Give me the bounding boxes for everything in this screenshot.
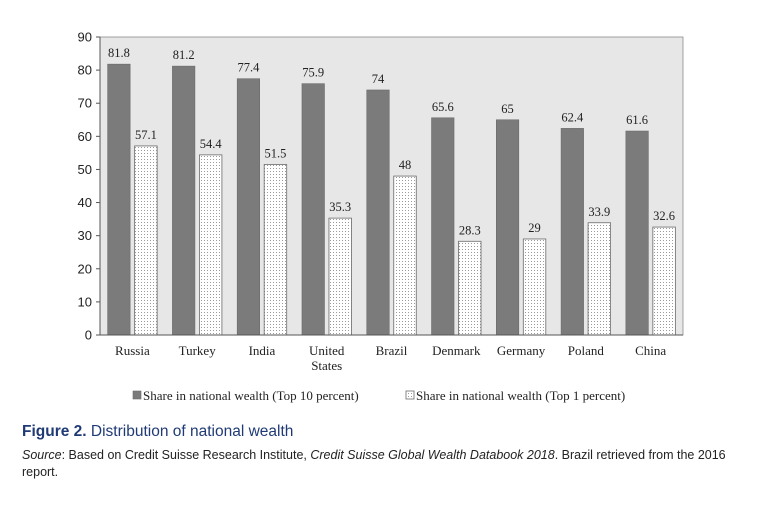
value-label-top1: 32.6 bbox=[653, 209, 675, 223]
bar-top10 bbox=[301, 83, 325, 336]
source-label: Source bbox=[22, 448, 62, 462]
bar-top10 bbox=[172, 65, 196, 336]
x-tick-label: Poland bbox=[568, 343, 605, 358]
x-tick-label: Turkey bbox=[179, 343, 217, 358]
y-tick-label: 0 bbox=[85, 328, 92, 343]
legend-swatch-top10 bbox=[132, 390, 142, 400]
bar-top10 bbox=[107, 63, 131, 336]
legend: Share in national wealth (Top 10 percent… bbox=[132, 388, 625, 403]
value-label-top1: 28.3 bbox=[459, 223, 481, 237]
value-label-top1: 54.4 bbox=[200, 137, 223, 151]
value-label-top10: 81.8 bbox=[108, 46, 130, 60]
value-label-top1: 51.5 bbox=[265, 146, 287, 160]
figure-title: Figure 2. Distribution of national wealt… bbox=[22, 423, 752, 441]
y-tick-label: 70 bbox=[78, 96, 92, 111]
legend-label-top1: Share in national wealth (Top 1 percent) bbox=[416, 388, 625, 403]
value-label-top10: 81.2 bbox=[173, 48, 195, 62]
bar-top1 bbox=[328, 217, 352, 336]
y-tick-label: 30 bbox=[78, 228, 92, 243]
y-tick-label: 50 bbox=[78, 162, 92, 177]
figure-source: Source: Based on Credit Suisse Research … bbox=[22, 447, 752, 481]
figure-caption: Figure 2. Distribution of national wealt… bbox=[22, 423, 752, 481]
value-label-top1: 35.3 bbox=[329, 200, 351, 214]
bar-top1 bbox=[199, 154, 223, 336]
bar-chart: 0 10 20 30 40 50 60 70 80 90 81.8 57.1 81.2 54.4 77.4… bbox=[78, 30, 684, 403]
y-axis: 0 10 20 30 40 50 60 70 80 90 bbox=[78, 30, 101, 343]
x-tick-label: India bbox=[249, 343, 276, 358]
bar-top10 bbox=[625, 130, 649, 336]
bar-top10 bbox=[236, 78, 260, 336]
value-label-top10: 74 bbox=[372, 72, 385, 86]
x-tick-label: Denmark bbox=[432, 343, 481, 358]
value-label-top1: 29 bbox=[528, 221, 541, 235]
y-tick-label: 80 bbox=[78, 63, 92, 78]
value-label-top1: 48 bbox=[399, 158, 412, 172]
x-tick-label: Russia bbox=[115, 343, 150, 358]
bar-top10 bbox=[431, 117, 455, 336]
source-pre: : Based on Credit Suisse Research Instit… bbox=[61, 448, 311, 462]
value-label-top1: 33.9 bbox=[588, 205, 610, 219]
y-tick-label: 10 bbox=[78, 294, 92, 309]
legend-swatch-top1 bbox=[405, 390, 415, 400]
bar-top1 bbox=[652, 226, 676, 336]
x-axis: Russia Turkey India United States Brazil Denma… bbox=[100, 334, 683, 373]
x-tick-label: Germany bbox=[497, 343, 546, 358]
value-label-top10: 75.9 bbox=[302, 66, 324, 80]
source-italic: Credit Suisse Global Wealth Databook 201… bbox=[310, 448, 555, 462]
bars: 81.8 57.1 81.2 54.4 77.4 51.5 75.9 35.3 74 48 65.6… bbox=[107, 46, 676, 336]
bar-top10 bbox=[560, 128, 584, 336]
source-post: . Brazil retrieved from the 2016 report. bbox=[22, 448, 726, 479]
x-tick-label: China bbox=[635, 343, 666, 358]
plot-area bbox=[99, 36, 684, 336]
x-tick-label: United States bbox=[309, 343, 345, 373]
bar-top1 bbox=[587, 222, 611, 336]
legend-label-top10: Share in national wealth (Top 10 percent… bbox=[143, 388, 359, 403]
y-tick-label: 40 bbox=[78, 195, 92, 210]
value-label-top10: 62.4 bbox=[561, 110, 584, 124]
value-label-top10: 65 bbox=[501, 102, 514, 116]
y-tick-label: 60 bbox=[78, 129, 92, 144]
bar-top10 bbox=[366, 89, 390, 336]
bar-top1 bbox=[393, 175, 417, 336]
value-label-top10: 77.4 bbox=[238, 61, 261, 75]
bar-top1 bbox=[522, 238, 547, 336]
value-label-top10: 61.6 bbox=[626, 113, 648, 127]
value-label-top10: 65.6 bbox=[432, 100, 454, 114]
y-tick-label: 90 bbox=[78, 30, 92, 45]
x-tick-label: Brazil bbox=[376, 343, 408, 358]
bar-top1 bbox=[458, 240, 482, 336]
bar-top10 bbox=[496, 119, 520, 336]
y-tick-label: 20 bbox=[78, 261, 92, 276]
bar-top1 bbox=[134, 145, 158, 336]
bar-top1 bbox=[263, 164, 288, 336]
value-label-top1: 57.1 bbox=[135, 128, 157, 142]
figure-title-text: Distribution of national wealth bbox=[90, 423, 294, 440]
figure-label: Figure 2. bbox=[22, 423, 87, 440]
